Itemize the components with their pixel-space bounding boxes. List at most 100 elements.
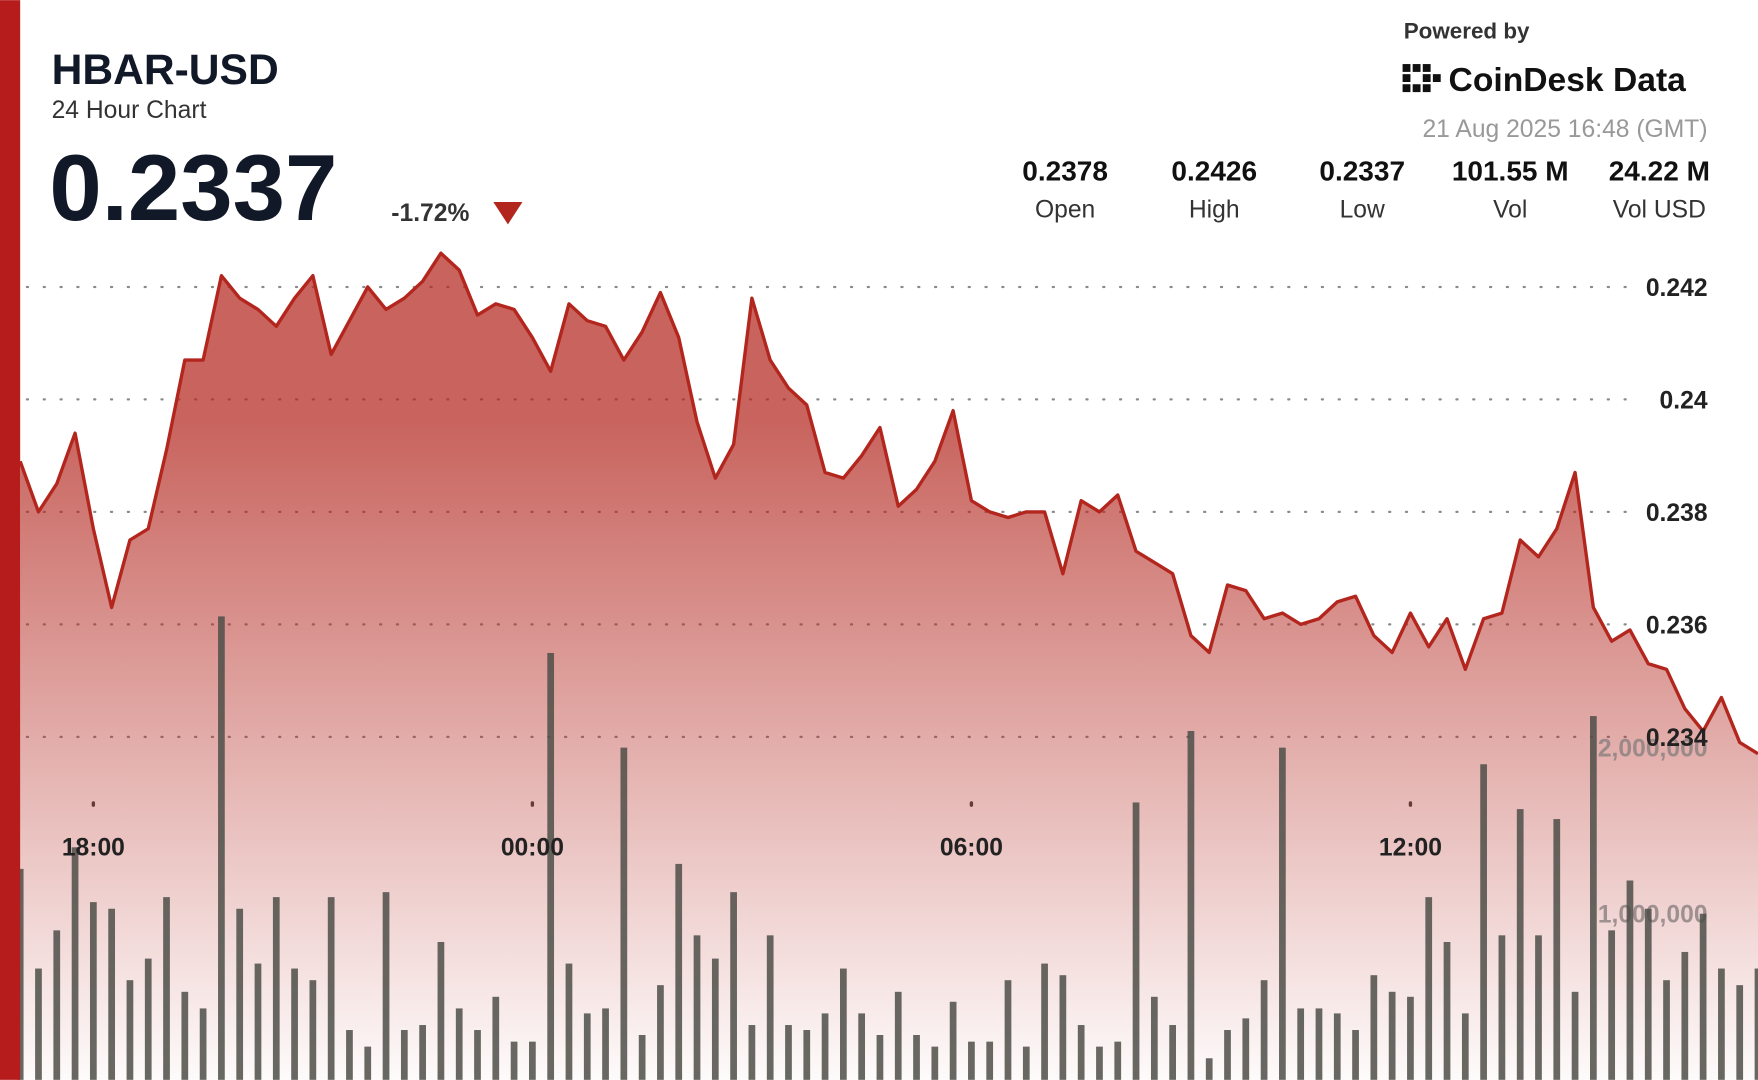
volume-bar [1516,809,1524,1080]
volume-bar [455,1008,463,1080]
volume-bar [1260,980,1268,1080]
volume-bar [1443,941,1451,1080]
volume-bar [529,1041,536,1080]
volume-bar [163,897,170,1080]
volume-bar [1663,980,1670,1080]
volume-bar [492,996,500,1080]
volume-bar [474,1030,481,1080]
volume-bar [1626,880,1634,1080]
stat-value: 24.22 M [1609,156,1710,187]
stat-label: Low [1340,197,1385,224]
volume-bar [1297,1008,1305,1080]
stat-value: 0.2378 [1022,156,1108,187]
stat-label: Vol [1493,197,1527,224]
volume-axis-layer: 1,000,000 2,000,000 [1598,736,1708,929]
timestamp: 21 Aug 2025 16:48 (GMT) [1422,116,1707,143]
volume-bar [821,1013,829,1080]
volume-bar [675,863,683,1080]
volume-bar [1352,1030,1359,1080]
current-price: 0.2337 [49,135,337,240]
x-tick-label: 06:00 [940,835,1003,862]
volume-bar [144,958,152,1080]
volume-bar [364,1046,372,1080]
volume-bar [327,897,335,1080]
volume-bar [711,958,719,1080]
price-line [18,251,1758,756]
x-tick-label: 00:00 [501,835,564,862]
down-arrow [493,201,523,225]
volume-bar [1736,985,1744,1080]
volume-bar [876,1034,884,1080]
volume-bar [1498,935,1506,1080]
y-tick-label: 0.238 [1646,500,1708,527]
volume-bar [1169,1025,1176,1080]
volume-bar [1279,747,1286,1080]
volume-bar [1132,802,1140,1080]
volume-bar [583,1013,591,1080]
volume-bar [748,1025,756,1080]
volume-bar [1480,764,1487,1080]
accent-bar [0,0,21,1080]
label-layer: 0.234 0.236 0.238 0.24 0.242 18:00 00:00 06:00 1… [62,275,1708,862]
volume-bar [602,1008,609,1080]
volume-bar [254,963,262,1080]
volume-bar [1041,963,1048,1080]
volume-bar [35,968,42,1080]
volume-bar [71,847,79,1080]
volume-bar [1571,991,1579,1080]
volume-bar [565,963,573,1080]
powered-by: Powered by [1404,18,1530,43]
volume-bar [218,616,225,1080]
volume-bar [968,1041,975,1080]
volume-bar [730,892,737,1080]
volume-bar [181,991,189,1080]
y2-tick-label: 1,000,000 [1598,902,1708,929]
volume-bar [1022,1046,1030,1080]
volume-bar [437,941,445,1080]
volume-bar [638,1034,646,1080]
subtitle: 24 Hour Chart [52,97,207,124]
volume-bar [547,652,555,1080]
volume-bar [1590,716,1597,1080]
volume-bar [291,968,298,1080]
stat-label: High [1189,197,1240,224]
volume-bar [236,908,244,1080]
volume-bar [1754,968,1758,1080]
volume-bar [1333,1013,1341,1080]
symbol: HBAR-USD [52,46,279,94]
volume-bar [1150,996,1158,1080]
y-tick-label: 0.24 [1660,387,1708,414]
y2-tick-label: 2,000,000 [1598,736,1708,763]
volume-bar [1553,819,1561,1080]
volume-bar [785,1025,792,1080]
volume-bar [419,1025,426,1080]
area-layer [20,253,1758,1080]
brand-name: CoinDesk Data [1449,62,1687,99]
volume-bar [1425,897,1433,1080]
brand-logo [1402,64,1441,93]
volume-bar [510,1041,518,1080]
volume-bar [693,935,701,1080]
price-change: -1.72% [391,200,469,227]
volume-bar [108,908,116,1080]
volume-bar [1004,980,1012,1080]
stats: 0.2378 Open 0.2426 High 0.2337 Low 101.55 M Vol… [1022,156,1710,224]
volume-bar [1205,1058,1213,1080]
line-layer [18,251,1758,756]
price-area [20,253,1758,1080]
stat-value: 101.55 M [1452,156,1569,187]
volume-bar [1388,991,1396,1080]
volume-bar [803,1030,811,1080]
volume-bar [858,1013,866,1080]
y-tick-label: 0.242 [1646,275,1708,302]
volume-bar [657,985,664,1080]
x-tick-label: 18:00 [62,835,125,862]
volume-bar [1224,1030,1231,1080]
volume-bar [309,980,317,1080]
volume-bar [346,1030,353,1080]
volume-bar [1407,996,1414,1080]
volume-bar [913,1034,920,1080]
volume-bar [1535,935,1542,1080]
y-tick-label: 0.234 [1646,725,1708,752]
